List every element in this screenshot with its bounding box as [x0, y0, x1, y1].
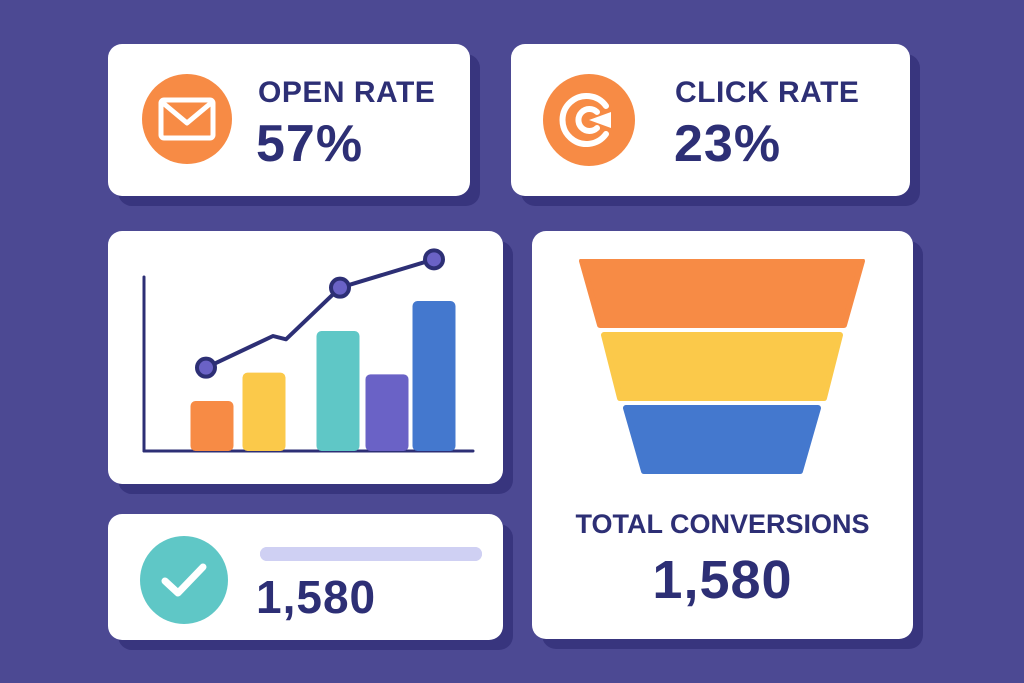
trend-line [205, 257, 435, 370]
click-rate-card[interactable]: CLICK RATE 23% [511, 44, 910, 196]
total-conversions-label: TOTAL CONVERSIONS [575, 509, 870, 539]
target-icon [543, 74, 635, 166]
status-value: 1,580 [256, 571, 377, 623]
open-rate-label: OPEN RATE [258, 76, 436, 109]
chart-bar-2 [242, 372, 286, 451]
chart-bar-1 [190, 401, 234, 451]
progress-bar [260, 547, 482, 561]
funnel-stage-3 [623, 405, 821, 474]
trend-point-5 [423, 248, 445, 271]
trend-point-4 [329, 276, 351, 299]
performance-chart [142, 248, 475, 453]
open-rate-value: 57% [256, 115, 364, 173]
open-rate-card[interactable]: OPEN RATE 57% [108, 44, 470, 196]
chart-bar-4 [365, 374, 409, 451]
envelope-icon [142, 74, 232, 164]
chart-bar-3 [316, 331, 360, 451]
checkmark-icon [140, 536, 228, 624]
click-rate-label: CLICK RATE [675, 76, 860, 109]
click-rate-value: 23% [674, 115, 782, 173]
chart-bar-5 [412, 301, 456, 451]
performance-chart-card[interactable] [108, 231, 503, 484]
funnel-stage-1 [579, 259, 865, 328]
total-conversions-value: 1,580 [652, 550, 793, 610]
progress-bar-fill [260, 547, 482, 561]
total-conversions-card[interactable]: TOTAL CONVERSIONS 1,580 [532, 231, 913, 639]
trend-point-1 [195, 356, 217, 379]
conversion-status-card[interactable]: 1,580 [108, 514, 503, 640]
funnel-stage-2 [601, 332, 843, 401]
funnel-icon [579, 259, 865, 474]
